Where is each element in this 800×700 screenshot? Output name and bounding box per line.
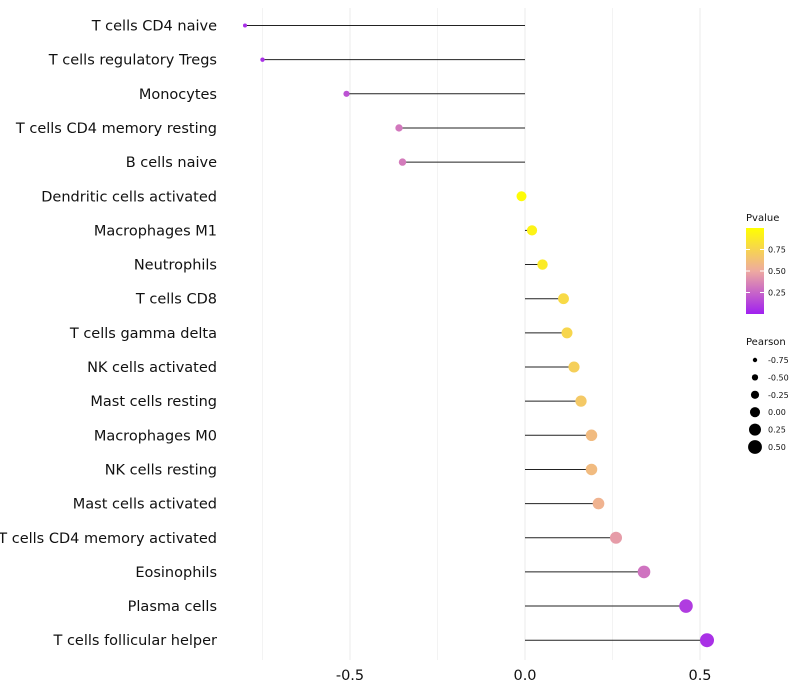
- x-tick-label: -0.5: [336, 668, 364, 684]
- pearson-legend-dot: [752, 357, 758, 363]
- category-label: B cells naive: [126, 155, 217, 171]
- category-label: Mast cells activated: [73, 497, 217, 513]
- point: [637, 565, 651, 579]
- pearson-legend: Pearson -0.75 -0.50 -0.25 0.00 0.25 0.50: [746, 337, 789, 454]
- point: [585, 463, 598, 476]
- category-label: Mast cells resting: [90, 394, 217, 410]
- point: [526, 225, 538, 236]
- category-label: Neutrophils: [134, 258, 217, 274]
- point: [395, 124, 403, 132]
- pvalue-colorbar: [746, 228, 764, 314]
- category-label: T cells CD4 memory resting: [15, 121, 217, 137]
- point: [243, 23, 247, 28]
- point: [558, 293, 569, 305]
- category-label: T cells follicular helper: [52, 633, 217, 649]
- category-label: T cells gamma delta: [69, 326, 217, 342]
- x-tick-label: 0.5: [688, 668, 711, 684]
- pearson-legend-title: Pearson: [746, 337, 786, 348]
- point: [260, 57, 265, 62]
- point: [561, 327, 573, 339]
- category-label: T cells regulatory Tregs: [48, 53, 217, 69]
- point: [592, 497, 605, 510]
- pearson-legend-label: -0.50: [768, 373, 789, 382]
- point: [609, 531, 623, 544]
- point: [679, 599, 693, 613]
- category-label: Macrophages M0: [94, 428, 217, 444]
- stems: [245, 25, 707, 641]
- category-label: NK cells resting: [105, 462, 217, 478]
- pearson-legend-label: 0.25: [768, 426, 786, 435]
- pvalue-legend-label: 0.50: [768, 267, 786, 276]
- pearson-legend-dot: [749, 423, 761, 436]
- pearson-legend-label: 0.00: [768, 408, 786, 417]
- point: [516, 191, 527, 202]
- x-axis-ticks: -0.5 0.0 0.5: [336, 668, 712, 684]
- category-label: T cells CD4 naive: [91, 19, 217, 35]
- category-label: T cells CD8: [135, 292, 217, 308]
- pearson-legend-dot: [751, 374, 759, 381]
- pvalue-legend: Pvalue 0.75 0.50 0.25: [746, 213, 786, 314]
- pearson-legend-label: 0.50: [768, 443, 786, 452]
- point: [537, 259, 548, 270]
- category-label: T cells CD4 memory activated: [0, 531, 217, 547]
- pearson-legend-label: -0.75: [768, 356, 789, 365]
- category-label: Monocytes: [139, 87, 217, 103]
- point: [575, 395, 587, 407]
- pearson-legend-dot: [748, 440, 762, 454]
- x-tick-label: 0.0: [513, 668, 536, 684]
- point: [568, 361, 580, 373]
- category-label: Macrophages M1: [94, 223, 217, 239]
- point: [700, 633, 714, 648]
- point: [585, 429, 598, 442]
- points: [243, 23, 714, 648]
- category-label: NK cells activated: [87, 360, 217, 376]
- pvalue-legend-title: Pvalue: [746, 213, 779, 224]
- pearson-legend-dot: [750, 390, 760, 399]
- pvalue-legend-label: 0.75: [768, 246, 786, 255]
- pearson-legend-dot: [749, 407, 761, 418]
- category-label: Dendritic cells activated: [41, 189, 217, 205]
- category-label: Plasma cells: [128, 599, 217, 615]
- point: [398, 158, 407, 166]
- grid-lines: [262, 8, 701, 660]
- point: [343, 90, 350, 97]
- category-labels: T cells CD4 naive T cells regulatory Treg…: [0, 19, 217, 650]
- pvalue-legend-label: 0.25: [768, 289, 786, 298]
- category-label: Eosinophils: [135, 565, 217, 581]
- pearson-legend-label: -0.25: [768, 391, 789, 400]
